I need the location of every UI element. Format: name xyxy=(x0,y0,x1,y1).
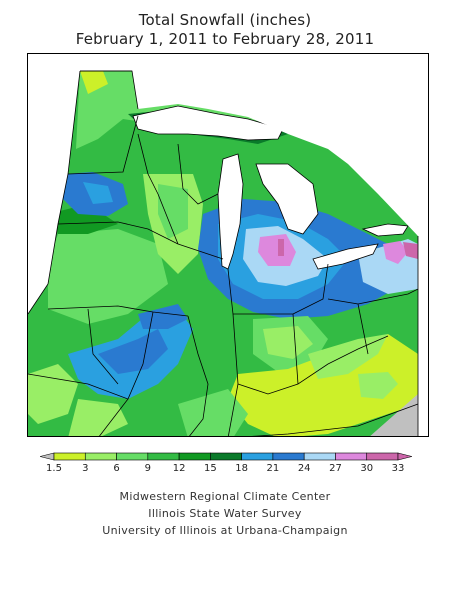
snowfall-region-wisconsin-green xyxy=(158,184,188,239)
legend-tick-label: 3 xyxy=(82,463,88,474)
snowfall-region-minnesota-lightblue xyxy=(83,182,113,204)
snowfall-region-southwest-light-2 xyxy=(68,399,128,436)
legend-tick-label: 21 xyxy=(267,463,280,474)
legend-swatch xyxy=(84,452,117,461)
legend-tick-label: 24 xyxy=(298,463,311,474)
snowfall-map xyxy=(27,53,429,437)
map-title: Total Snowfall (inches) xyxy=(138,11,312,29)
legend-tick-label: 15 xyxy=(204,463,217,474)
snowfall-region-missouri-darkblue xyxy=(98,329,168,374)
legend-swatch xyxy=(210,452,242,461)
legend-arrow-low xyxy=(39,452,55,461)
legend-tick-label: 30 xyxy=(360,463,373,474)
snowfall-region-kentucky-green xyxy=(308,334,388,379)
snowfall-region-north-light xyxy=(76,71,198,149)
legend-swatch xyxy=(53,452,86,461)
snowfall-region-northwest-lime xyxy=(80,71,108,94)
legend-tick-label: 33 xyxy=(392,463,405,474)
snowfall-region-west-green xyxy=(48,204,118,234)
snowfall-region-kentucky-lime xyxy=(228,334,418,436)
snowfall-region-southeast-green xyxy=(358,372,398,399)
legend-swatch xyxy=(303,452,336,461)
lake-superior xyxy=(132,105,284,141)
legend-swatch xyxy=(178,452,211,461)
legend-swatch xyxy=(366,452,399,461)
map-date-range: February 1, 2011 to February 28, 2011 xyxy=(75,30,375,48)
snowfall-region-michigan-pink xyxy=(258,234,296,266)
credit-line-survey: Illinois State Water Survey xyxy=(148,507,302,520)
left-edge-blank xyxy=(28,54,80,314)
legend-tick-label: 27 xyxy=(329,463,342,474)
legend-tick-label: 18 xyxy=(235,463,248,474)
snowfall-region-southeast-gray xyxy=(370,394,418,436)
color-legend: 1.5 3 6 9 12 15 18 21 24 27 30 33 xyxy=(39,450,413,480)
lake-michigan xyxy=(217,153,244,270)
legend-tick-label: 1.5 xyxy=(46,463,62,474)
legend-swatch xyxy=(241,452,274,461)
credit-line-university: University of Illinois at Urbana-Champai… xyxy=(102,524,348,537)
legend-swatch xyxy=(116,452,149,461)
legend-tick-label: 6 xyxy=(113,463,119,474)
legend-swatch xyxy=(272,452,305,461)
state-boundaries xyxy=(28,70,419,436)
grid-outline xyxy=(28,70,419,436)
right-edge-blank xyxy=(418,236,428,436)
credit-line-organization: Midwestern Regional Climate Center xyxy=(119,490,331,503)
snowfall-region-indiana-light xyxy=(263,326,313,359)
lake-erie xyxy=(312,243,379,270)
legend-swatch xyxy=(147,452,180,461)
canada-region xyxy=(132,54,428,236)
snowfall-region-southwest-light xyxy=(28,364,78,424)
snowfall-region-missouri-darkblue-2 xyxy=(138,304,188,329)
snowfall-region-michigan-max xyxy=(278,239,284,256)
legend-swatch xyxy=(335,452,368,461)
legend-tick-label: 12 xyxy=(173,463,186,474)
lake-huron xyxy=(255,163,319,235)
snowfall-region-east-max xyxy=(403,242,418,259)
legend-arrow-high xyxy=(397,452,413,461)
legend-tick-label: 9 xyxy=(145,463,151,474)
snowfall-region-west-light xyxy=(48,229,168,324)
lake-ontario xyxy=(361,223,409,237)
snowfall-region-east-pink xyxy=(383,241,408,264)
